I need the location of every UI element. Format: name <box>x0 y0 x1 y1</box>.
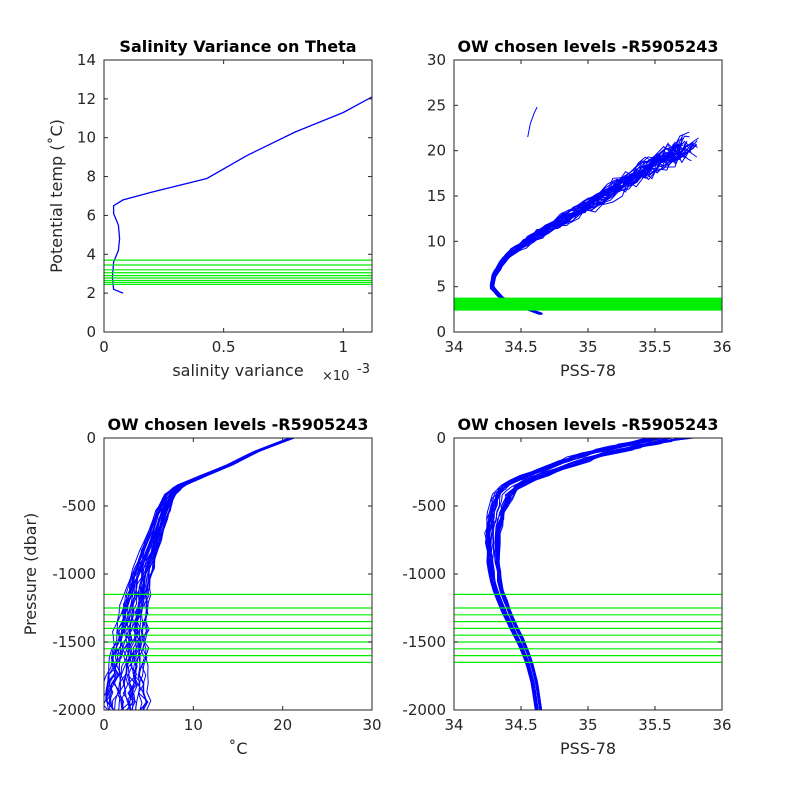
y-tick-label: 20 <box>427 142 446 160</box>
y-tick-label: -500 <box>412 497 446 515</box>
axes-box <box>103 59 373 333</box>
chart-title: OW chosen levels -R5905243 <box>457 37 718 56</box>
y-tick-label: 0 <box>86 323 96 341</box>
chosen-level-band <box>454 298 722 310</box>
profile-line <box>137 438 294 710</box>
profile-line <box>486 438 651 710</box>
x-tick-label: 34.5 <box>504 716 537 734</box>
y-tick-label: -2000 <box>402 701 446 719</box>
x-tick-label: 35 <box>578 716 597 734</box>
y-tick-label: 14 <box>77 51 96 69</box>
y-tick-label: -1500 <box>402 633 446 651</box>
profile-line <box>493 143 697 315</box>
plot-area <box>104 438 372 710</box>
profile-line <box>132 438 294 709</box>
profile-line <box>111 96 372 294</box>
profile-line <box>128 438 293 710</box>
profile-line <box>118 438 292 710</box>
profile-line <box>128 438 293 709</box>
y-tick-label: -1500 <box>52 633 96 651</box>
x-tick-label: 36 <box>712 338 731 356</box>
profile-line <box>138 438 294 710</box>
profile-line <box>492 150 692 315</box>
profile-line <box>127 438 293 710</box>
profile-line <box>486 438 659 710</box>
y-tick-label: -500 <box>62 497 96 515</box>
y-tick-label: 15 <box>427 187 446 205</box>
chart-title: Salinity Variance on Theta <box>119 37 356 56</box>
y-tick-label: 6 <box>86 206 96 224</box>
plot-area <box>104 96 372 294</box>
x-tick-label: 10 <box>184 716 203 734</box>
profile-line <box>492 148 698 315</box>
x-tick-label: 35.5 <box>638 338 671 356</box>
x-tick-label: 34 <box>444 716 463 734</box>
x-tick-label: 0.5 <box>212 338 236 356</box>
x-exponent-label: ×10 <box>322 369 349 384</box>
panel-4: 34 34.5 35 35.5 36 -2000 -1500 -1000 -500 0 OW cho… <box>402 415 731 758</box>
y-tick-label: 12 <box>77 90 96 108</box>
x-axis-label: ˚C <box>228 739 247 758</box>
plot-area <box>454 438 722 710</box>
x-axis-label: PSS-78 <box>560 739 616 758</box>
profile-line <box>491 149 687 315</box>
y-tick-label: 0 <box>436 429 446 447</box>
profile-line <box>484 438 656 710</box>
profile-line <box>128 438 293 710</box>
profile-line <box>490 138 684 314</box>
y-axis-label: Pressure (dbar) <box>21 513 40 636</box>
x-tick-label: 35.5 <box>638 716 671 734</box>
y-tick-label: -1000 <box>52 565 96 583</box>
profile-line <box>484 438 655 710</box>
x-axis-label: salinity variance <box>172 361 303 380</box>
y-tick-label: -1000 <box>402 565 446 583</box>
x-tick-label: 0 <box>99 716 109 734</box>
x-tick-label: 35 <box>578 338 597 356</box>
profile-line <box>492 147 692 315</box>
profile-line <box>141 438 295 710</box>
profile-line <box>117 438 292 710</box>
y-tick-label: 10 <box>427 232 446 250</box>
y-tick-label: 0 <box>86 429 96 447</box>
y-axis-label: Potential temp (˚C) <box>47 119 66 273</box>
profile-line <box>137 438 294 710</box>
x-exponent-power: -3 <box>357 362 370 377</box>
x-tick-label: 1 <box>339 338 349 356</box>
x-axis-label: PSS-78 <box>560 361 616 380</box>
x-tick-label: 30 <box>362 716 381 734</box>
profile-line <box>490 153 686 315</box>
x-tick-label: 34.5 <box>504 338 537 356</box>
profile-line <box>137 438 294 710</box>
y-tick-label: 0 <box>436 323 446 341</box>
y-tick-label: 30 <box>427 51 446 69</box>
plot-area <box>454 106 722 315</box>
profile-line <box>491 148 688 315</box>
x-tick-label: 34 <box>444 338 463 356</box>
profile-line <box>493 140 698 315</box>
chart-title: OW chosen levels -R5905243 <box>107 415 368 434</box>
profile-line <box>141 438 295 710</box>
chart-title: OW chosen levels -R5905243 <box>457 415 718 434</box>
panel-2: 34 34.5 35 35.5 36 0 5 10 15 20 25 30 OW chosen leve… <box>427 37 732 380</box>
x-tick-label: 20 <box>273 716 292 734</box>
profile-line <box>130 438 294 710</box>
y-tick-label: 8 <box>86 168 96 186</box>
y-tick-label: 4 <box>86 245 96 263</box>
y-tick-label: 25 <box>427 96 446 114</box>
profile-line <box>104 438 290 684</box>
profile-line <box>485 438 648 710</box>
profile-line <box>527 106 538 138</box>
profile-line <box>490 145 680 315</box>
x-tick-label: 36 <box>712 716 731 734</box>
x-tick-label: 0 <box>99 338 109 356</box>
y-tick-label: 2 <box>86 284 96 302</box>
panel-3: 0 10 20 30 -2000 -1500 -1000 -500 0 OW chosen lev… <box>21 415 382 758</box>
y-tick-label: 10 <box>77 129 96 147</box>
y-tick-label: 5 <box>436 278 446 296</box>
y-tick-label: -2000 <box>52 701 96 719</box>
